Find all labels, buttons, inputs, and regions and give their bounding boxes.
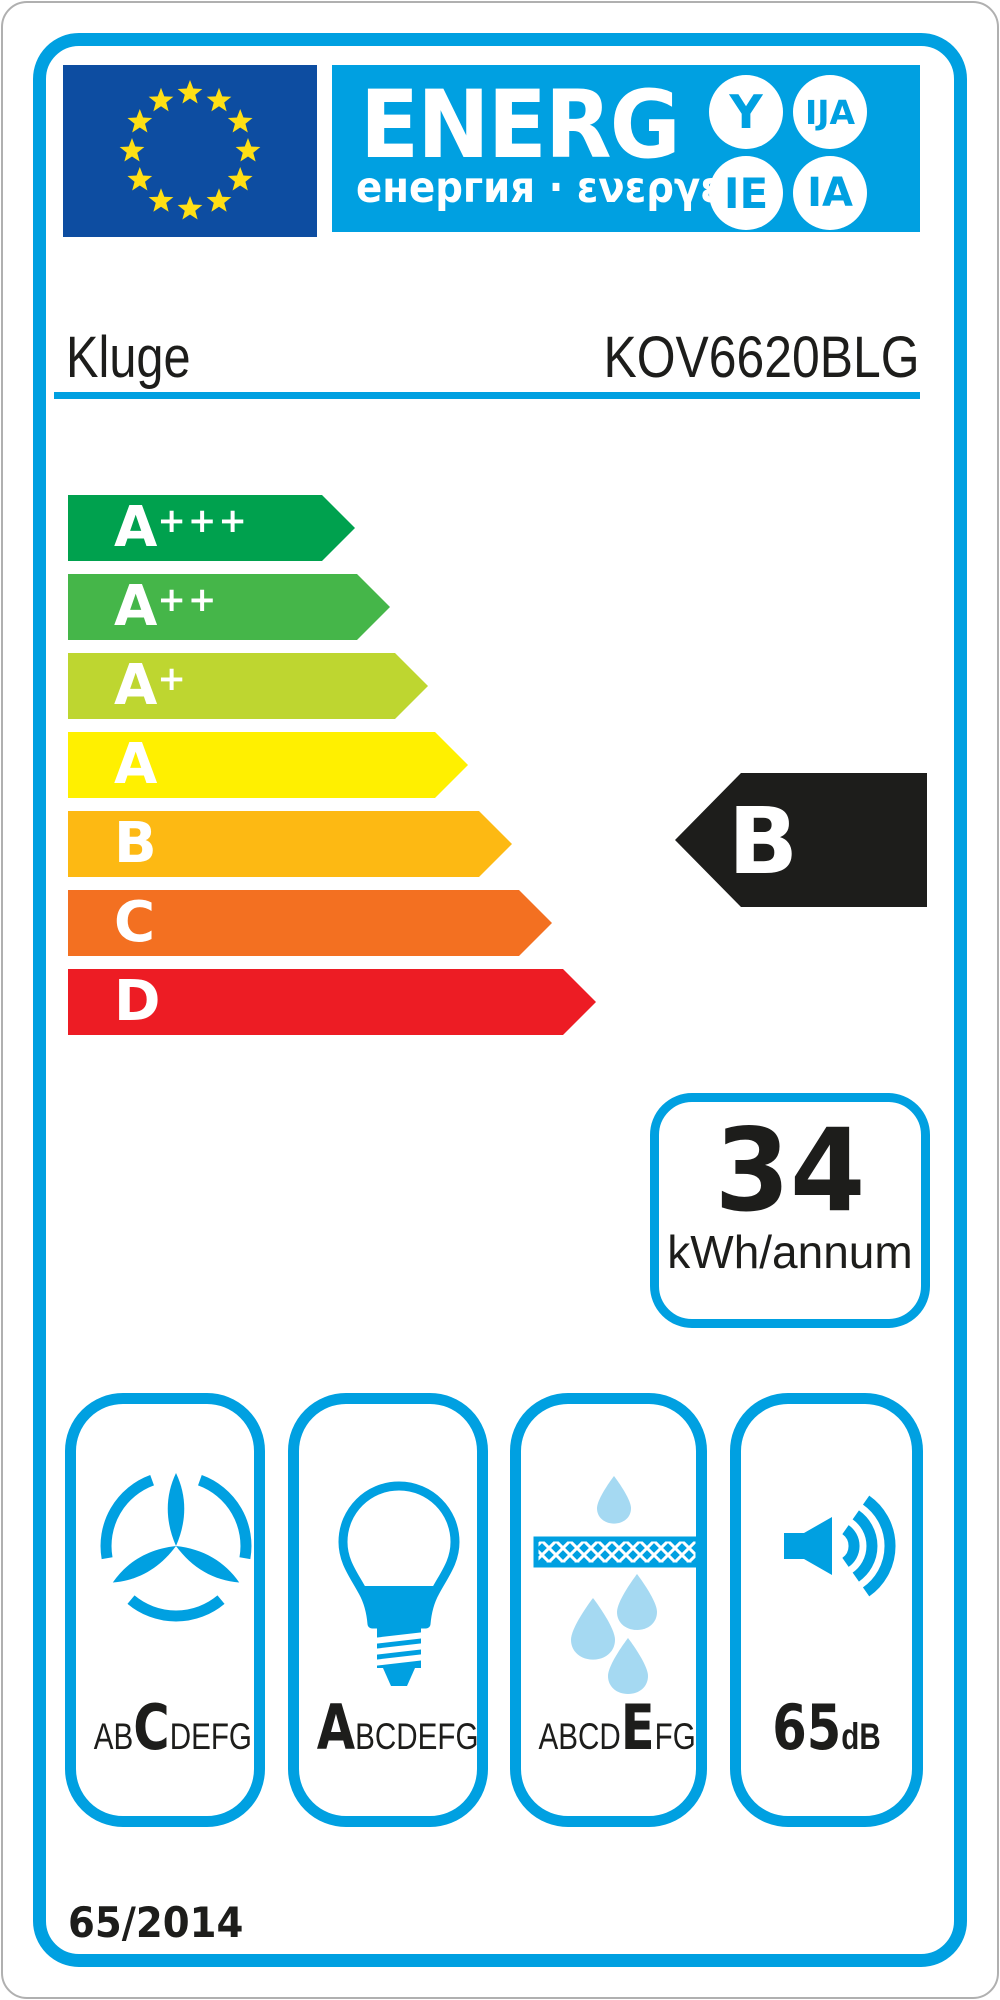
- label-blue-border: [33, 33, 967, 1967]
- rating-indicator-arrow: B: [675, 773, 927, 907]
- eu-flag-stars-icon: [119, 80, 261, 220]
- grease-filter-icon: [533, 1476, 701, 1694]
- energy-wordmark-box: ENERG енергия · ενεργεια Y IJA IE IA: [332, 65, 920, 232]
- lighting-efficiency-box: ABCDEFG: [288, 1393, 488, 1827]
- noise-value-line: 65dB: [758, 1691, 895, 1764]
- brand-name: Kluge: [66, 325, 191, 390]
- fan-grade-post: DEFG: [169, 1716, 252, 1757]
- lamp-grade-class: A: [316, 1691, 356, 1764]
- filter-grade-class: E: [620, 1691, 655, 1764]
- regulation-number: 65/2014: [68, 1898, 244, 1947]
- rating-class-letter: D: [114, 969, 161, 1034]
- energy-consumption-box: 34 kWh/annum: [650, 1093, 930, 1328]
- energy-value: 34: [714, 1104, 866, 1237]
- energy-wordmark: ENERG: [360, 71, 681, 180]
- rating-class-a-plus-plus-plus: A +++: [68, 495, 355, 561]
- rating-class-plus: +++: [157, 501, 249, 541]
- fan-efficiency-box: ABCDEFG: [65, 1393, 265, 1827]
- noise-icon: [784, 1495, 896, 1597]
- rating-class-c: C: [68, 890, 552, 956]
- suffix-ie-label: IE: [723, 168, 769, 218]
- rating-class-letter: A: [114, 653, 158, 718]
- suffix-y-label: Y: [729, 85, 763, 139]
- noise-level-box: 65dB: [730, 1393, 923, 1827]
- lamp-icon: [338, 1481, 460, 1686]
- rating-class-letter: A: [114, 574, 158, 639]
- fan-grade-pre: AB: [93, 1716, 134, 1757]
- fan-grade-class: C: [133, 1691, 170, 1764]
- rating-class-a: A: [68, 732, 468, 798]
- grease-filter-box: ABCDEFG: [510, 1393, 707, 1827]
- energy-wordmark-translations: енергия · ενεργεια: [356, 163, 764, 213]
- eu-flag: [63, 65, 317, 237]
- filter-grade-post: FG: [654, 1716, 696, 1757]
- suffix-ija-label: IJA: [804, 92, 856, 132]
- rating-class-d: D: [68, 969, 596, 1035]
- suffix-ia-label: IA: [807, 170, 853, 216]
- rating-scale: A +++ A ++ A + A B C D: [68, 495, 596, 1048]
- model-number: KOV6620BLG: [603, 325, 920, 390]
- rating-class-plus: ++: [157, 580, 219, 620]
- divider-rule: [54, 392, 920, 399]
- fan-icon: [100, 1473, 252, 1622]
- rating-class-plus: +: [157, 659, 188, 699]
- lamp-grade-post: BCDEFG: [355, 1716, 479, 1757]
- rating-class-letter: B: [114, 811, 157, 876]
- noise-unit: dB: [841, 1716, 881, 1757]
- filter-grade-pre: ABCD: [538, 1716, 621, 1757]
- suffix-circle-y: Y: [709, 75, 783, 149]
- rating-indicator-label: B: [728, 788, 798, 895]
- filter-grade: ABCDEFG: [538, 1691, 696, 1764]
- rating-class-a-plus-plus: A ++: [68, 574, 390, 640]
- rating-class-letter: C: [114, 890, 156, 955]
- noise-value: 65: [772, 1691, 842, 1764]
- rating-class-letter: A: [114, 732, 158, 797]
- suffix-circle-ija: IJA: [793, 75, 867, 149]
- rating-class-letter: A: [114, 495, 158, 560]
- energy-unit: kWh/annum: [667, 1226, 913, 1278]
- suffix-circle-ie: IE: [709, 156, 783, 230]
- fan-grade: ABCDEFG: [93, 1691, 252, 1764]
- lamp-grade: ABCDEFG: [316, 1691, 479, 1764]
- suffix-circle-ia: IA: [793, 156, 867, 230]
- rating-class-a-plus: A +: [68, 653, 428, 719]
- rating-class-b: B: [68, 811, 512, 877]
